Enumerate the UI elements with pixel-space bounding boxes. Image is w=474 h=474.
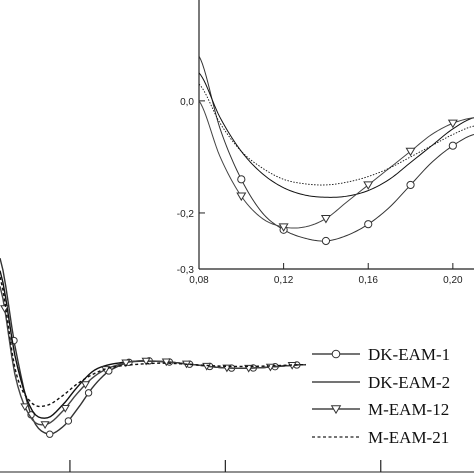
inset-series-line-1: [199, 72, 474, 198]
legend-label-0: DK-EAM-1: [368, 345, 450, 364]
main-marker-2-4: [80, 381, 91, 389]
inset-x-tick-label-1: 0,12: [274, 275, 294, 286]
inset-marker-0-3: [364, 220, 373, 229]
inset-plot: 0,0 -0,2 -0,30,08 0,12 0,16 0,20: [177, 0, 474, 286]
legend-label-3: M-EAM-21: [368, 428, 449, 447]
main-marker-2-6: [121, 359, 131, 368]
main-marker-2-1: [20, 403, 30, 412]
main-marker-0-3: [64, 417, 73, 425]
inset-y-tick-label-1: -0,2: [177, 209, 195, 220]
inset-x-tick-label-0: 0,08: [189, 275, 209, 286]
legend-label-2: M-EAM-12: [368, 400, 449, 419]
main-marker-2-3: [60, 405, 70, 413]
inset-marker-2-3: [363, 181, 374, 190]
main-marker-2-8: [161, 358, 171, 367]
legend: DK-EAM-1 DK-EAM-2 M-EAM-12 M-EAM-21: [306, 340, 474, 450]
inset-y-tick-label-0: 0,0: [180, 97, 194, 108]
inset-series-line-2: [199, 100, 474, 229]
inset-marker-2-2: [320, 214, 331, 224]
main-marker-0-4: [84, 389, 93, 397]
main-marker-0-2: [46, 430, 54, 438]
inset-marker-2-1: [278, 223, 289, 232]
inset-marker-0-2: [321, 236, 331, 246]
inset-x-tick-label-3: 0,20: [443, 275, 463, 286]
legend-background: [306, 340, 474, 450]
inset-series-line-0: [199, 55, 474, 242]
legend-marker-2: [330, 405, 342, 415]
inset-marker-2-5: [447, 119, 458, 129]
inset-x-tick-label-2: 0,16: [358, 275, 378, 286]
inset-series-group: [199, 55, 474, 246]
inset-marker-2-4: [405, 147, 416, 157]
inset-y-tick-label-2: -0,3: [177, 265, 195, 276]
main-marker-2-7: [141, 357, 151, 366]
inset-background: [198, 0, 474, 269]
legend-marker-0: [331, 349, 341, 359]
inset-marker-2-0: [236, 192, 247, 202]
inset-marker-0-5: [448, 141, 457, 150]
legend-label-1: DK-EAM-2: [368, 373, 450, 392]
inset-marker-0-0: [237, 175, 246, 184]
main-marker-2-2: [40, 421, 50, 430]
inset-marker-0-4: [406, 180, 415, 190]
inset-series-line-3: [199, 83, 474, 186]
main-marker-2-0: [0, 305, 10, 313]
